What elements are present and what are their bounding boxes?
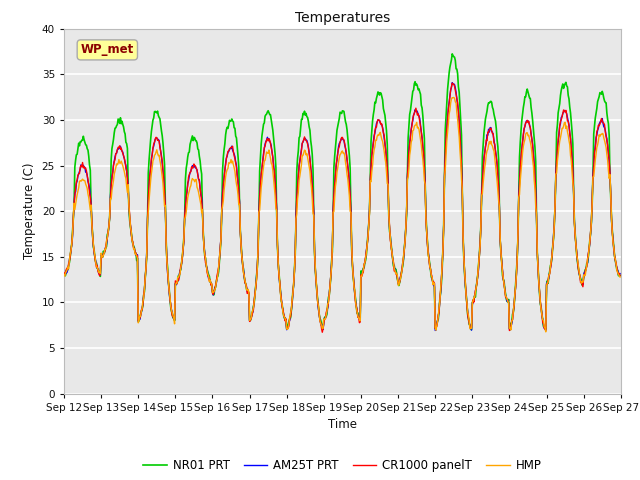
Line: NR01 PRT: NR01 PRT: [64, 54, 620, 330]
Text: WP_met: WP_met: [81, 43, 134, 56]
Legend: NR01 PRT, AM25T PRT, CR1000 panelT, HMP: NR01 PRT, AM25T PRT, CR1000 panelT, HMP: [138, 454, 547, 477]
X-axis label: Time: Time: [328, 418, 357, 431]
Y-axis label: Temperature (C): Temperature (C): [23, 163, 36, 260]
Line: AM25T PRT: AM25T PRT: [64, 83, 620, 330]
Line: CR1000 panelT: CR1000 panelT: [64, 83, 620, 332]
Line: HMP: HMP: [64, 97, 620, 332]
Title: Temperatures: Temperatures: [295, 11, 390, 25]
